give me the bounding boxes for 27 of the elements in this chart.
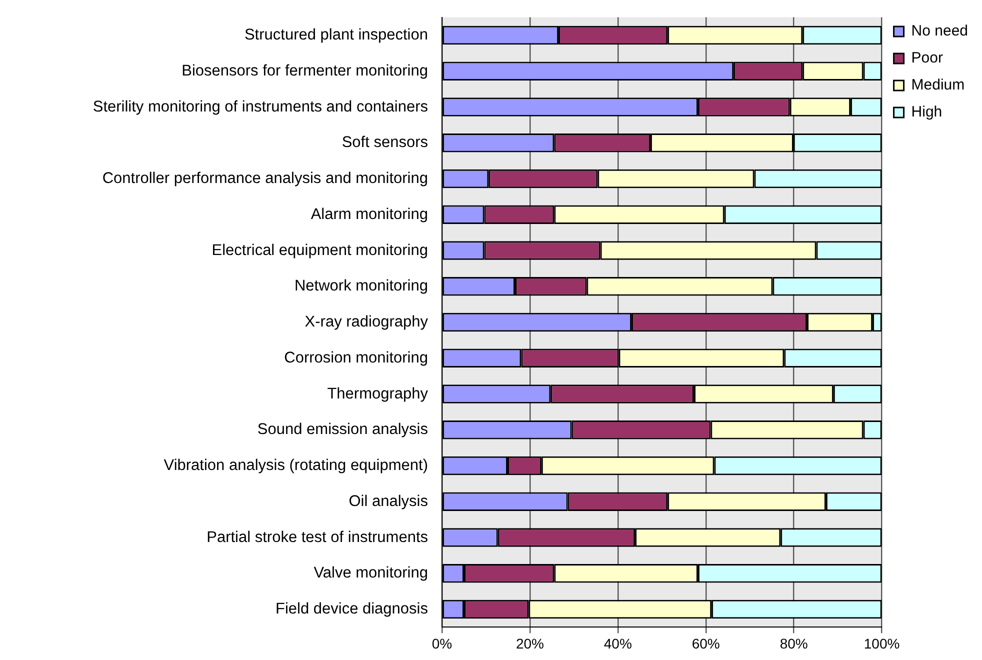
y-tick-label: Valve monitoring xyxy=(314,564,428,582)
x-tick-label: 20% xyxy=(516,635,544,652)
legend-label: High xyxy=(911,104,942,121)
y-tick-label: Soft sensors xyxy=(342,134,428,152)
legend-label: Medium xyxy=(911,76,965,94)
y-tick-label: Network monitoring xyxy=(294,278,428,295)
x-tick-label: 60% xyxy=(692,635,720,652)
x-tick-label: 100% xyxy=(864,635,900,652)
x-tick-label: 80% xyxy=(780,635,808,652)
y-tick-label: Sound emission analysis xyxy=(257,421,428,438)
legend-label: Poor xyxy=(911,50,943,67)
x-tick-label: 40% xyxy=(604,635,632,652)
y-tick-label: Corrosion monitoring xyxy=(284,349,428,366)
y-tick-label: Oil analysis xyxy=(348,492,428,510)
y-tick-label: Vibration analysis (rotating equipment) xyxy=(164,457,428,474)
y-tick-label: Structured plant inspection xyxy=(244,26,428,44)
y-tick-label: X-ray radiography xyxy=(304,314,428,331)
x-tick-label: 0% xyxy=(432,635,452,652)
y-tick-label: Biosensors for fermenter monitoring xyxy=(182,62,428,80)
y-tick-label: Electrical equipment monitoring xyxy=(212,242,428,259)
y-tick-label: Partial stroke test of instruments xyxy=(206,528,428,546)
y-tick-label: Field device diagnosis xyxy=(275,600,428,618)
y-tick-label: Controller performance analysis and monitoring xyxy=(102,170,428,188)
y-tick-label: Thermography xyxy=(327,385,428,402)
legend-label: No need xyxy=(911,22,968,40)
y-tick-label: Alarm monitoring xyxy=(310,206,428,223)
y-tick-label: Sterility monitoring of instruments and containers xyxy=(92,98,428,116)
